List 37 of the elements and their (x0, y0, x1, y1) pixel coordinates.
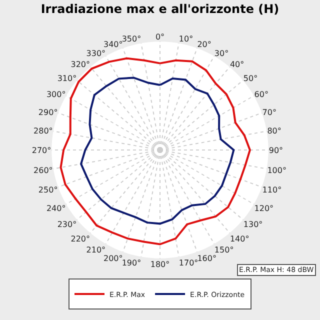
spoke-label: 130° (243, 220, 263, 230)
spoke-label: 180° (150, 260, 170, 269)
spoke-label: 190° (122, 258, 142, 268)
spoke-label: 310° (57, 74, 77, 84)
spoke-label: 90° (268, 146, 284, 155)
spoke-label: 50° (243, 74, 258, 84)
spoke-label: 40° (230, 60, 244, 70)
spoke-label: 140° (230, 234, 250, 244)
spoke-label: 270° (32, 146, 52, 155)
spoke-label: 120° (254, 204, 274, 213)
spoke-label: 330° (86, 48, 106, 58)
spoke-label: 10° (178, 34, 194, 44)
spoke-label: 290° (38, 108, 58, 117)
spoke-label: 110° (262, 186, 282, 195)
spoke-label: 260° (34, 166, 53, 176)
spoke-label: 240° (46, 204, 66, 213)
spoke-label: 80° (267, 126, 282, 136)
chart-title: Irradiazione max e all'orizzonte (H) (40, 2, 280, 16)
spoke-label: 320° (70, 60, 90, 70)
spoke-label: 30° (214, 48, 229, 58)
spoke-label: 350° (122, 34, 142, 44)
spoke-label: 60° (254, 90, 268, 100)
spoke-label: 150° (214, 246, 234, 255)
spoke-label: 100° (267, 166, 286, 176)
spoke-label: 160° (197, 254, 217, 263)
spoke-label: 70° (262, 108, 276, 117)
spoke-label: 340° (103, 40, 123, 50)
spoke-label: 220° (70, 234, 90, 244)
spoke-label: 280° (34, 126, 53, 136)
spoke-label: 230° (57, 220, 77, 230)
spoke-label: 300° (46, 90, 66, 100)
spoke-label: 200° (103, 254, 123, 263)
spoke-label: 20° (197, 40, 212, 50)
spoke-label: 210° (86, 246, 106, 255)
spoke-label: 250° (38, 186, 58, 195)
spoke-label: 0° (155, 32, 165, 42)
spoke-label: 170° (178, 258, 198, 268)
